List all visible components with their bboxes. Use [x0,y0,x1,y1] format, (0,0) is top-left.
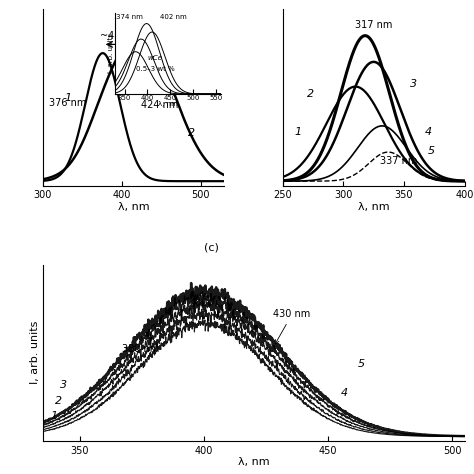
Text: 5: 5 [358,359,365,369]
Text: 2: 2 [188,128,195,138]
X-axis label: λ, nm: λ, nm [118,202,149,212]
Text: 5: 5 [428,146,435,155]
Text: (c): (c) [204,243,219,253]
Text: 337 nm: 337 nm [380,156,417,166]
Text: 2: 2 [307,89,314,99]
Text: 2: 2 [55,396,62,406]
Text: 430 nm: 430 nm [273,309,310,344]
Text: 1: 1 [50,411,57,421]
X-axis label: λ, nm: λ, nm [238,457,269,467]
Text: 1: 1 [295,127,302,137]
Text: 4: 4 [340,388,347,398]
Text: 376 nm: 376 nm [49,98,86,108]
X-axis label: λ, nm: λ, nm [358,202,390,212]
Text: ~48 nm: ~48 nm [100,31,139,41]
Text: 317 nm: 317 nm [356,20,393,30]
Text: 380 nm: 380 nm [122,337,159,354]
Text: 424 nm: 424 nm [141,100,178,110]
Text: 3: 3 [410,79,417,89]
Text: 3: 3 [60,381,67,391]
Text: 4: 4 [425,127,432,137]
Y-axis label: I, arb. units: I, arb. units [30,321,40,384]
Text: 1: 1 [64,93,72,103]
Text: 400: 400 [189,292,208,308]
